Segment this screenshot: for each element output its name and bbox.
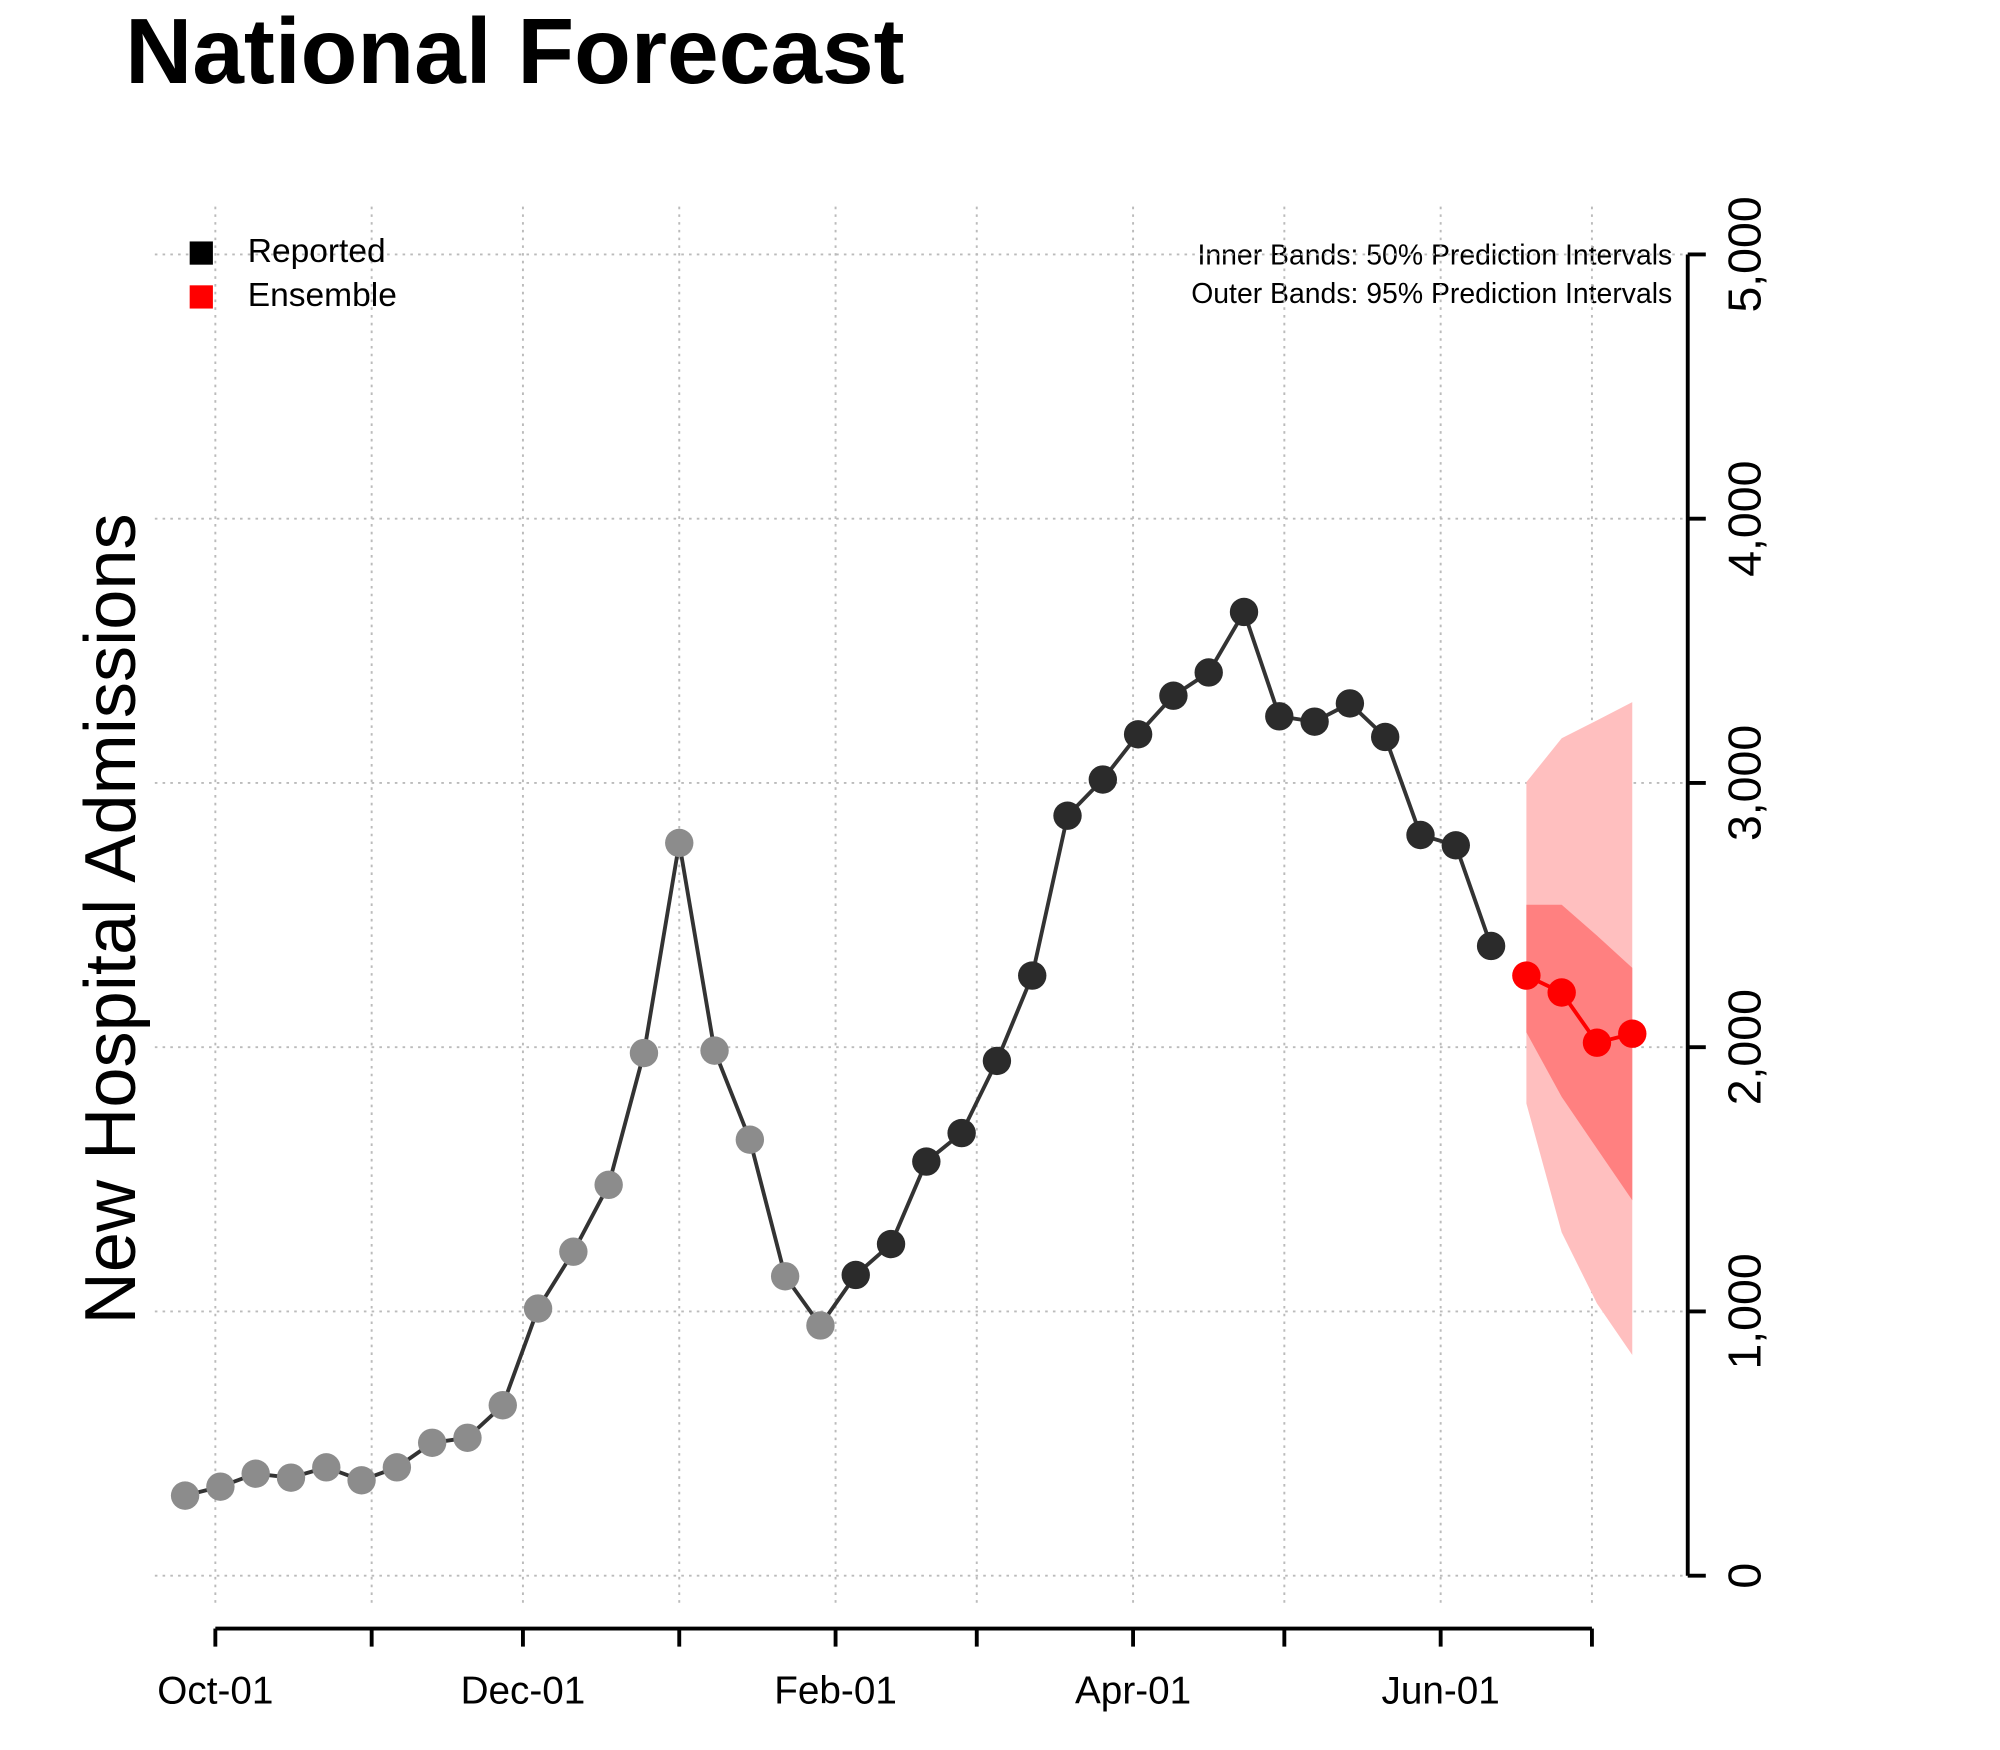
y-tick-label: 3,000 [1719,725,1771,841]
annotation: Outer Bands: 95% Prediction Intervals [1191,278,1672,310]
data-point [1229,597,1259,627]
data-point [382,1453,412,1482]
data-point [170,1481,200,1510]
annotation: Inner Bands: 50% Prediction Intervals [1197,239,1672,271]
data-point [982,1046,1012,1076]
data-point [1335,689,1365,718]
x-tick-label: Feb-01 [774,1669,897,1712]
y-tick-label: 0 [1719,1563,1771,1589]
series-line [1525,973,1633,1045]
y-tick-label: 2,000 [1719,989,1771,1105]
data-point [1265,702,1294,731]
data-point [1300,707,1329,736]
data-point [241,1459,270,1488]
data-point [417,1428,447,1457]
data-point [841,1260,870,1290]
data-point [594,1170,623,1200]
data-point [1441,831,1470,860]
data-point [1512,961,1541,990]
data-point [1406,820,1435,850]
legend-swatch [189,241,213,265]
y-tick-label: 1,000 [1719,1253,1771,1369]
series-line [184,607,1493,1498]
x-tick-label: Apr-01 [1075,1669,1191,1712]
data-point [876,1229,906,1259]
data-point [1159,681,1188,710]
x-tick-label: Oct-01 [157,1669,273,1712]
data-point [1018,961,1047,990]
chart-title: National Forecast [125,0,904,103]
data-point [1547,978,1576,1007]
data-point [276,1463,306,1492]
data-point [947,1118,976,1148]
data-point [1618,1019,1647,1048]
data-point [735,1125,765,1154]
data-point [1123,720,1153,749]
data-point [1582,1028,1612,1057]
data-point [912,1147,941,1176]
x-tick-label: Jun-01 [1382,1669,1500,1712]
data-point [1476,931,1506,961]
data-point [700,1036,729,1065]
legend-label: Reported [248,233,386,270]
prediction-band [1526,904,1633,1201]
legend-label: Ensemble [248,277,397,314]
data-point [523,1294,553,1323]
data-point [806,1311,835,1340]
data-point [206,1472,235,1501]
data-point [770,1262,800,1291]
y-tick-label: 4,000 [1719,461,1771,577]
y-tick-label: 5,000 [1719,196,1771,312]
y-axis-label: New Hospital Admissions [71,513,151,1324]
data-point [1053,801,1082,830]
data-point [1194,658,1223,687]
data-point [559,1237,588,1266]
data-point [665,828,694,858]
x-tick-label: Dec-01 [461,1669,586,1712]
data-point [1088,765,1118,794]
legend-swatch [189,285,213,309]
data-point [629,1038,659,1068]
data-point [347,1466,376,1495]
data-point [488,1391,517,1420]
data-point [453,1423,482,1452]
data-point [1371,722,1400,752]
data-point [312,1453,341,1482]
